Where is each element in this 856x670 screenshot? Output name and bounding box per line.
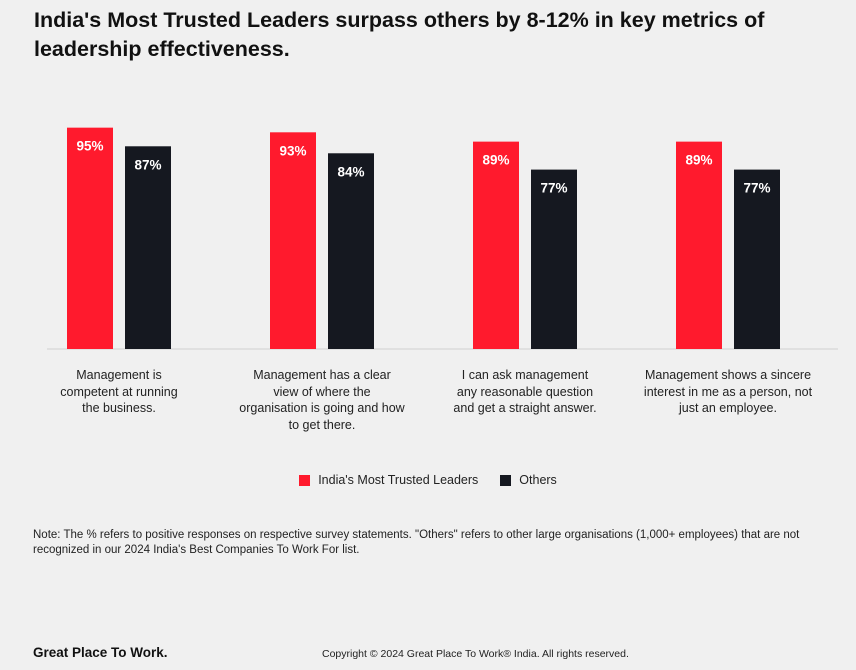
category-label-line: any reasonable question <box>456 384 594 399</box>
bar-others-4 <box>734 169 780 349</box>
category-label-line: organisation is going and how <box>239 401 405 415</box>
bar-trusted-1 <box>67 127 113 350</box>
bar-others-3 <box>531 169 577 349</box>
category-label-line: Management shows a sincere <box>644 368 812 382</box>
category-label-line: competent at running <box>60 384 178 399</box>
category-label-line: to get there. <box>288 417 356 432</box>
category-label-2: Management has a clear view of where the o… <box>227 367 417 433</box>
bar-trusted-2 <box>270 132 316 349</box>
data-label-trusted-3: 89% <box>482 153 509 168</box>
category-label-line: view of where the <box>273 384 371 399</box>
data-label-trusted-4: 89% <box>685 153 712 168</box>
category-label-line: just an employee. <box>679 401 777 415</box>
category-label-line: Management has a clear <box>253 368 391 382</box>
legend-item-trusted: India's Most Trusted Leaders <box>299 473 478 487</box>
bar-others-2 <box>328 153 374 349</box>
data-label-others-2: 84% <box>337 164 364 179</box>
category-label-line: interest in me as a person, not <box>643 384 813 399</box>
category-label-line: I can ask management <box>461 368 589 382</box>
category-label-line: the business. <box>82 401 156 415</box>
bar-trusted-4 <box>676 141 722 349</box>
brand-logo-text: Great Place To Work. <box>33 645 168 660</box>
legend: India's Most Trusted Leaders Others <box>0 473 856 487</box>
legend-swatch-others <box>500 474 512 486</box>
legend-label-others: Others <box>519 473 557 487</box>
category-label-line: Management is <box>76 368 162 382</box>
bars-group: 95% 87% 93% 84% 89% 77% 89% 77% <box>67 127 780 350</box>
data-label-trusted-2: 93% <box>279 143 306 158</box>
data-label-others-3: 77% <box>540 181 567 196</box>
legend-swatch-trusted <box>299 474 311 486</box>
data-label-others-1: 87% <box>134 157 161 172</box>
category-label-1: Management is competent at running the bus… <box>24 367 214 417</box>
category-label-line: and get a straight answer. <box>453 401 597 415</box>
bar-trusted-3 <box>473 141 519 349</box>
legend-item-others: Others <box>500 473 557 487</box>
bar-others-1 <box>125 146 171 349</box>
data-label-others-4: 77% <box>743 181 770 196</box>
footnote: Note: The % refers to positive responses… <box>33 529 800 556</box>
category-label-3: I can ask management any reasonable quest… <box>430 367 620 417</box>
copyright-text: Copyright © 2024 Great Place To Work® In… <box>322 648 629 660</box>
data-label-trusted-1: 95% <box>76 139 103 154</box>
category-label-4: Management shows a sincere interest in me… <box>633 367 823 417</box>
chart-title: India's Most Trusted Leaders surpass oth… <box>34 8 765 61</box>
legend-label-trusted: India's Most Trusted Leaders <box>318 473 479 487</box>
